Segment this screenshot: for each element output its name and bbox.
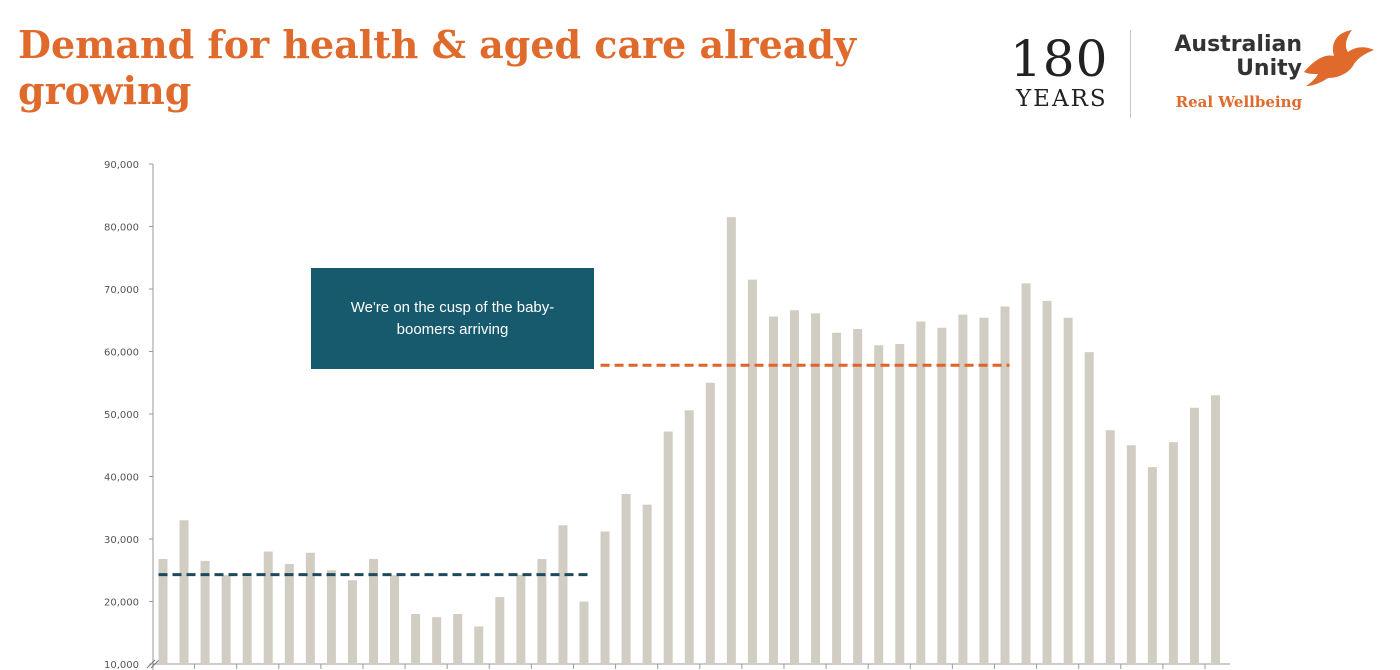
bar xyxy=(347,580,357,664)
bird-icon xyxy=(1304,30,1374,86)
bar xyxy=(1147,467,1157,664)
bar xyxy=(958,314,968,664)
bar xyxy=(663,431,673,664)
bar xyxy=(726,217,736,664)
callout-text: We're on the cusp of the baby-boomers ar… xyxy=(350,298,555,338)
bar xyxy=(747,279,757,664)
bar xyxy=(937,327,947,664)
bar xyxy=(811,313,821,664)
y-tick-label: 20,000 xyxy=(104,598,139,609)
bar xyxy=(1189,407,1199,664)
bar xyxy=(221,575,231,664)
bar xyxy=(1063,317,1073,664)
bar xyxy=(1105,430,1115,664)
y-tick-label: 50,000 xyxy=(104,410,139,421)
brand-tagline: Real Wellbeing xyxy=(1175,93,1302,111)
callout-box: We're on the cusp of the baby-boomers ar… xyxy=(311,268,594,369)
bar xyxy=(284,564,294,664)
y-tick-label: 70,000 xyxy=(104,285,139,296)
y-tick-label: 10,000 xyxy=(104,660,139,670)
brand-logo: 180 YEARS Australian Unity Real Wellbein… xyxy=(1000,24,1380,124)
bar xyxy=(600,531,610,664)
bar xyxy=(874,345,884,664)
bar xyxy=(1021,283,1031,664)
bar xyxy=(411,614,421,664)
bar xyxy=(516,574,526,664)
bar xyxy=(558,525,568,664)
bar xyxy=(1084,352,1094,664)
bar xyxy=(579,601,589,664)
bar xyxy=(684,410,694,664)
bar xyxy=(453,614,463,664)
bar xyxy=(1042,300,1052,664)
bar xyxy=(621,494,631,664)
bar xyxy=(495,597,505,664)
bar xyxy=(790,310,799,664)
bar-series xyxy=(158,217,1220,669)
anniversary-years-word: YEARS xyxy=(1016,86,1108,112)
births-bar-chart: 10,000 20,000 30,000 40,000 50,000 60,000 70,0… xyxy=(104,160,1230,670)
y-tick-label: 80,000 xyxy=(104,223,139,234)
y-tick-label: 40,000 xyxy=(104,473,139,484)
bar xyxy=(474,626,484,664)
bar xyxy=(895,344,905,664)
bar xyxy=(537,559,547,664)
bar xyxy=(642,504,652,664)
brand-name-line1: Australian xyxy=(1174,32,1302,57)
bar xyxy=(179,520,189,664)
bar xyxy=(853,329,863,664)
bar xyxy=(305,552,315,664)
bar xyxy=(916,321,926,664)
bar xyxy=(705,382,715,664)
bar xyxy=(1000,306,1010,664)
brand-name-line2: Unity xyxy=(1236,56,1302,81)
bar xyxy=(768,316,778,664)
bar xyxy=(390,575,400,664)
bar xyxy=(979,317,989,664)
bar xyxy=(432,617,442,664)
bar xyxy=(1168,442,1178,664)
bar xyxy=(263,551,273,664)
bar xyxy=(242,576,252,664)
bar xyxy=(1126,445,1136,664)
reference-lines xyxy=(158,363,1010,577)
page-title: Demand for health & aged care already gr… xyxy=(18,22,857,113)
bar xyxy=(326,570,336,664)
bar xyxy=(1211,395,1220,664)
bar xyxy=(200,560,210,664)
bar xyxy=(158,559,168,664)
y-tick-label: 60,000 xyxy=(104,348,139,359)
y-tick-label: 30,000 xyxy=(104,535,139,546)
y-tick-label: 90,000 xyxy=(104,160,139,171)
bar xyxy=(832,332,842,664)
logo-divider xyxy=(1130,30,1131,118)
anniversary-years-number: 180 xyxy=(1010,30,1109,88)
bar xyxy=(369,559,378,664)
